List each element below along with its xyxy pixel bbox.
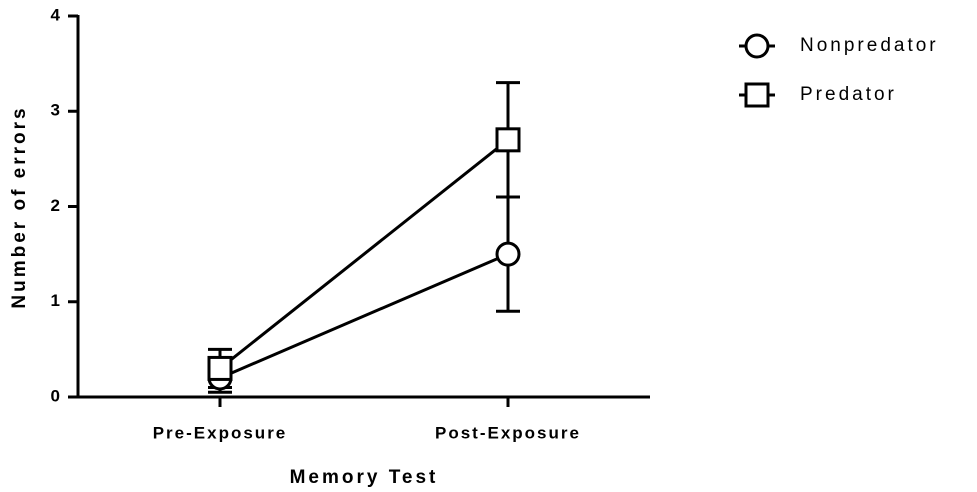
x-tick-label: Pre-Exposure xyxy=(153,423,288,442)
x-tick-label: Post-Exposure xyxy=(435,423,581,442)
y-tick-label: 3 xyxy=(51,101,60,120)
x-axis-title: Memory Test xyxy=(290,467,439,488)
legend-label: Nonpredator xyxy=(800,35,939,56)
y-tick-label: 1 xyxy=(51,291,60,310)
data-point xyxy=(495,241,521,267)
legend-marker xyxy=(744,33,770,59)
y-tick-label: 0 xyxy=(51,386,60,405)
series-line xyxy=(219,138,509,370)
data-point xyxy=(207,355,233,381)
series-line xyxy=(219,252,509,380)
y-tick-label: 4 xyxy=(51,5,61,24)
legend-marker xyxy=(744,82,770,108)
data-point xyxy=(495,127,521,153)
y-tick-label: 2 xyxy=(51,196,60,215)
legend-label: Predator xyxy=(800,84,897,105)
y-axis-title: Number of errors xyxy=(9,105,30,308)
